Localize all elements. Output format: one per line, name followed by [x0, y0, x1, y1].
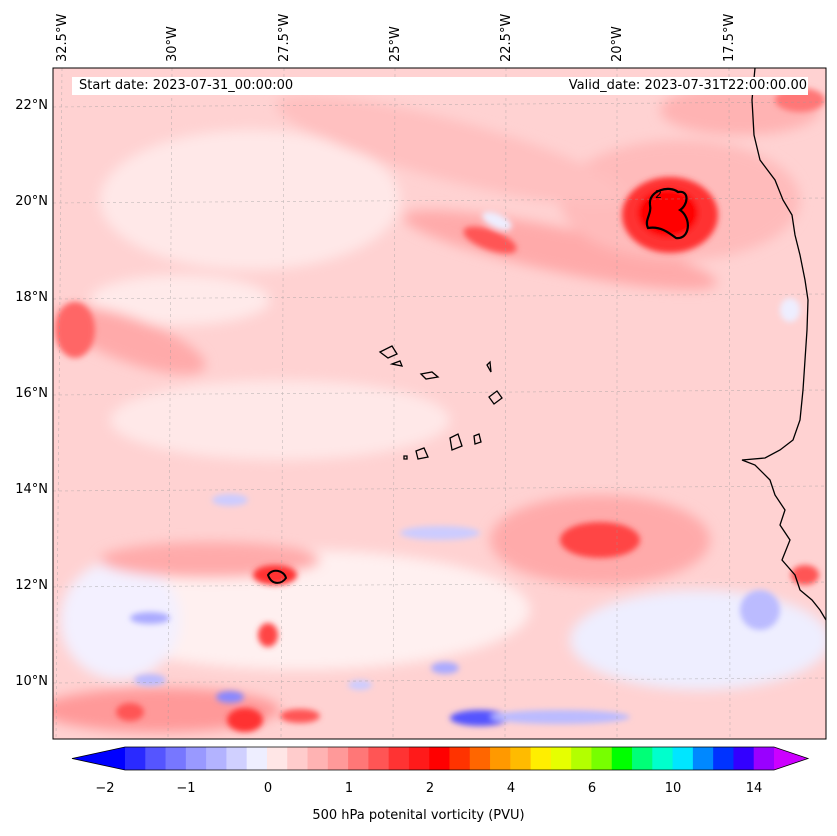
lon-label-27-5w: 27.5°W — [277, 13, 292, 62]
cabo-verde-islands — [378, 345, 503, 460]
lat-label-14n: 14°N — [15, 482, 48, 497]
colorbar-tick: −2 — [95, 781, 115, 796]
colorbar-extend-low — [72, 747, 125, 770]
lat-label-16n: 16°N — [15, 386, 48, 401]
map-frame — [52, 67, 827, 740]
lon-label-25w: 25°W — [388, 26, 403, 62]
colorbar-swatch — [165, 747, 187, 770]
colorbar-outline — [71, 746, 810, 771]
colorbar-swatch — [368, 747, 390, 770]
colorbar-swatch — [550, 747, 572, 770]
lat-label-22n: 22°N — [15, 98, 48, 113]
colorbar-swatch — [145, 747, 167, 770]
colorbar-swatch — [652, 747, 674, 770]
colorbar-swatch — [125, 747, 146, 770]
colorbar-swatch — [469, 747, 491, 770]
coastline — [741, 68, 826, 621]
colorbar-extend-high — [774, 747, 808, 770]
colorbar-tick: 6 — [587, 781, 597, 796]
colorbar-swatch — [307, 747, 329, 770]
colorbar-tick: −1 — [176, 781, 196, 796]
colorbar-tick: 2 — [425, 781, 435, 796]
colorbar — [71, 746, 810, 771]
colorbar-swatch — [713, 747, 734, 770]
lat-label-10n: 10°N — [15, 674, 48, 689]
pv-field: 2 — [53, 68, 826, 739]
colorbar-swatch — [388, 747, 410, 770]
graticule — [53, 68, 826, 739]
pv-2-contour — [645, 187, 689, 240]
lon-label-20w: 20°W — [610, 26, 625, 62]
start-date-text: Start date: 2023-07-31_00:00:00 — [79, 78, 294, 93]
colorbar-swatch — [429, 747, 450, 770]
lon-label-22-5w: 22.5°W — [499, 13, 514, 62]
colorbar-swatch — [611, 747, 633, 770]
lat-label-12n: 12°N — [15, 578, 48, 593]
valid-date-text: Valid_date: 2023-07-31T22:00:00.00 — [568, 78, 807, 93]
colorbar-swatch — [449, 747, 471, 770]
lat-label-18n: 18°N — [15, 290, 48, 305]
colorbar-swatch — [692, 747, 714, 770]
lon-label-30w: 30°W — [165, 26, 180, 62]
colorbar-swatch — [348, 747, 369, 770]
colorbar-swatch — [185, 747, 207, 770]
colorbar-swatch — [753, 747, 775, 770]
lat-label-20n: 20°N — [15, 194, 48, 209]
colorbar-tick: 10 — [664, 781, 682, 796]
colorbar-swatch — [287, 747, 309, 770]
lon-label-32-5w: 32.5°W — [55, 13, 70, 62]
colorbar-swatch — [408, 747, 430, 770]
colorbar-swatch — [226, 747, 248, 770]
colorbar-swatch — [530, 747, 552, 770]
lon-label-17-5w: 17.5°W — [722, 13, 737, 62]
date-banner — [72, 77, 808, 95]
colorbar-swatch — [510, 747, 532, 770]
colorbar-swatch — [632, 747, 653, 770]
colorbar-tick: 4 — [506, 781, 516, 796]
colorbar-swatch — [672, 747, 694, 770]
colorbar-swatch — [591, 747, 613, 770]
colorbar-swatch — [490, 747, 511, 770]
colorbar-swatch — [246, 747, 268, 770]
colorbar-swatch — [571, 747, 592, 770]
contour-label: 2 — [655, 188, 662, 201]
colorbar-swatch — [327, 747, 349, 770]
colorbar-swatch — [733, 747, 755, 770]
pv-2-contour-small — [266, 569, 288, 584]
colorbar-title: 500 hPa potenital vorticity (PVU) — [312, 808, 525, 823]
colorbar-tick: 1 — [344, 781, 354, 796]
colorbar-swatch — [206, 747, 227, 770]
colorbar-swatch — [266, 747, 288, 770]
colorbar-tick: 14 — [745, 781, 763, 796]
colorbar-tick: 0 — [263, 781, 273, 796]
